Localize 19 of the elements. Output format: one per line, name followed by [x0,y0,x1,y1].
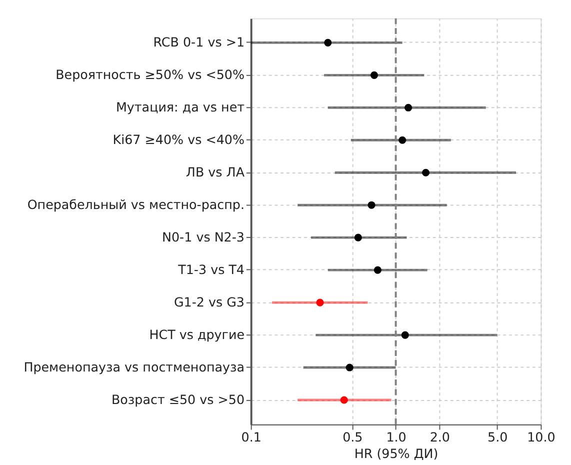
y-tick-label: ЛВ vs ЛА [186,164,245,180]
x-axis-title: HR (95% ДИ) [354,446,438,462]
x-tick-label: 1.0 [386,429,406,444]
x-tick-label: 10.0 [527,429,556,444]
y-tick-label: T1-3 vs T4 [177,262,245,277]
y-tick-label: G1-2 vs G3 [174,294,245,310]
y-tick-label: Операбельный vs местно-распр. [27,197,245,212]
y-tick-label: Ki67 ≥40% vs <40% [112,132,245,148]
y-tick-label: НСТ vs другие [149,326,245,342]
x-tick-label: 5.0 [488,429,508,444]
y-tick-label: N0-1 vs N2-3 [162,229,245,244]
x-tick-label: 2.0 [430,429,450,444]
x-tick-label: 0.5 [342,429,363,444]
y-tick-label: Пременопауза vs постменопауза [24,359,245,374]
y-tick-label: RCB 0-1 vs >1 [153,34,245,50]
y-tick-label: Мутация: да vs нет [116,100,246,115]
y-tick-label: Вероятность ≥50% vs <50% [56,67,245,82]
x-tick-label: 0.1 [241,429,262,444]
y-tick-label: Возраст ≤50 vs >50 [111,392,245,407]
